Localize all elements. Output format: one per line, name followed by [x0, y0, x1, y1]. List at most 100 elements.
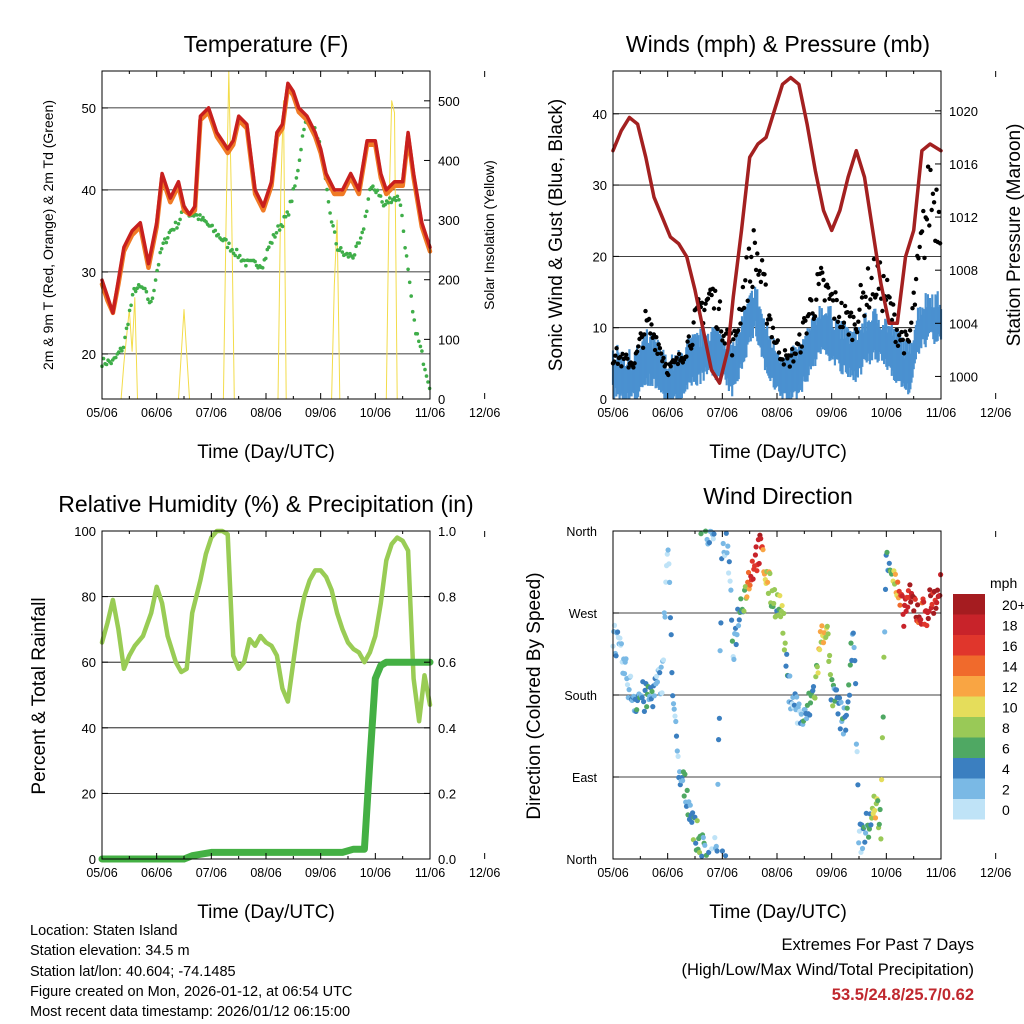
dewpoint-point [195, 213, 199, 217]
gust-point [869, 275, 874, 281]
direction-point [827, 672, 834, 678]
direction-point [669, 670, 675, 676]
gust-point [842, 303, 848, 309]
gust-point [758, 279, 764, 285]
x-tick-label: 12/06 [980, 866, 1011, 880]
direction-point [918, 617, 924, 623]
recent-text: Most recent data timestamp: 2026/01/12 0… [30, 1004, 351, 1021]
direction-point [846, 692, 853, 698]
direction-point [621, 671, 628, 677]
direction-point [924, 622, 930, 629]
y-left-tick-label: 40 [593, 107, 607, 122]
dewpoint-point [127, 308, 132, 313]
gust-point [887, 295, 892, 300]
gust-point [796, 342, 801, 347]
direction-point [722, 853, 729, 859]
direction-point [912, 596, 918, 602]
pressure-line [611, 75, 943, 385]
direction-point [758, 536, 764, 542]
x-tick-label: 08/06 [761, 866, 792, 880]
gust-point [889, 317, 895, 323]
direction-point [734, 632, 740, 638]
direction-point [810, 688, 816, 694]
gust-point [867, 305, 872, 310]
direction-point [836, 695, 843, 701]
direction-point [736, 617, 742, 623]
direction-point [741, 608, 747, 614]
dewpoint-point [410, 309, 415, 314]
dewpoint-point [286, 213, 291, 217]
temperature-left-axis-label: 2m & 9m T (Red, Orange) & 2m Td (Green) [40, 100, 56, 370]
direction-point [908, 599, 914, 605]
gust-point [689, 346, 694, 351]
direction-point [814, 664, 820, 670]
gust-point [782, 348, 788, 353]
dewpoint-point [132, 286, 136, 291]
winds-title: Winds (mph) & Pressure (mb) [626, 31, 930, 57]
x-tick-label: 12/06 [980, 406, 1011, 420]
dewpoint-point [358, 236, 363, 240]
gust-point [684, 354, 689, 359]
direction-point [624, 682, 631, 688]
direction-point [667, 579, 673, 586]
direction-point [660, 657, 667, 663]
dewpoint-point [417, 339, 421, 344]
direction-point [782, 640, 788, 646]
y-left-tick-label: North [566, 525, 597, 539]
x-tick-label: 05/06 [597, 866, 628, 880]
gust-point [906, 339, 912, 344]
gust-point [820, 270, 825, 275]
direction-point [744, 594, 750, 600]
direction-point [915, 602, 921, 608]
gust-point [638, 331, 643, 336]
direction-point [613, 653, 619, 659]
gust-point [925, 164, 931, 169]
gust-point [806, 312, 812, 317]
gust-point [848, 310, 854, 315]
legend-swatch [953, 696, 985, 717]
y-right-tick-label: 1008 [949, 263, 978, 278]
dewpoint-point [409, 294, 414, 298]
dewpoint-point [178, 217, 182, 222]
direction-point [682, 771, 688, 777]
direction-point [718, 620, 724, 626]
direction-point [879, 735, 886, 741]
direction-point [931, 610, 937, 616]
y-right-tick-label: 1000 [949, 369, 978, 384]
direction-point [713, 843, 719, 850]
direction-point [710, 536, 716, 542]
dewpoint-point [407, 280, 412, 285]
dewpoint-point [420, 349, 424, 353]
dewpoint-point [156, 262, 161, 267]
direction-point [750, 576, 756, 582]
gust-point [910, 306, 915, 311]
direction-point [833, 687, 840, 693]
winds-series [610, 75, 943, 399]
x-tick-label: 09/06 [816, 406, 847, 420]
y-right-tick-label: 1016 [949, 157, 978, 172]
direction-point [787, 673, 793, 679]
direction-point [848, 640, 854, 646]
legend-label: 4 [1002, 761, 1010, 777]
direction-point [771, 600, 777, 607]
dewpoint-point [146, 297, 150, 302]
direction-point [673, 718, 679, 725]
direction-point [729, 638, 736, 644]
direction-point [615, 629, 621, 635]
x-tick-label: 12/06 [469, 866, 500, 880]
gust-point [840, 324, 845, 330]
gust-point [913, 276, 919, 282]
y-left-tick-label: 10 [593, 321, 607, 336]
direction-point [702, 842, 708, 848]
legend-label: 16 [1002, 638, 1018, 654]
dewpoint-point [227, 241, 231, 246]
gust-point [859, 295, 865, 300]
direction-point [783, 663, 789, 669]
x-tick-label: 08/06 [250, 866, 281, 880]
direction-point [714, 848, 720, 854]
gust-point [729, 353, 735, 358]
gust-point [643, 308, 648, 314]
direction-point [719, 848, 726, 854]
direction-point [626, 687, 632, 693]
legend-swatch [953, 799, 985, 820]
